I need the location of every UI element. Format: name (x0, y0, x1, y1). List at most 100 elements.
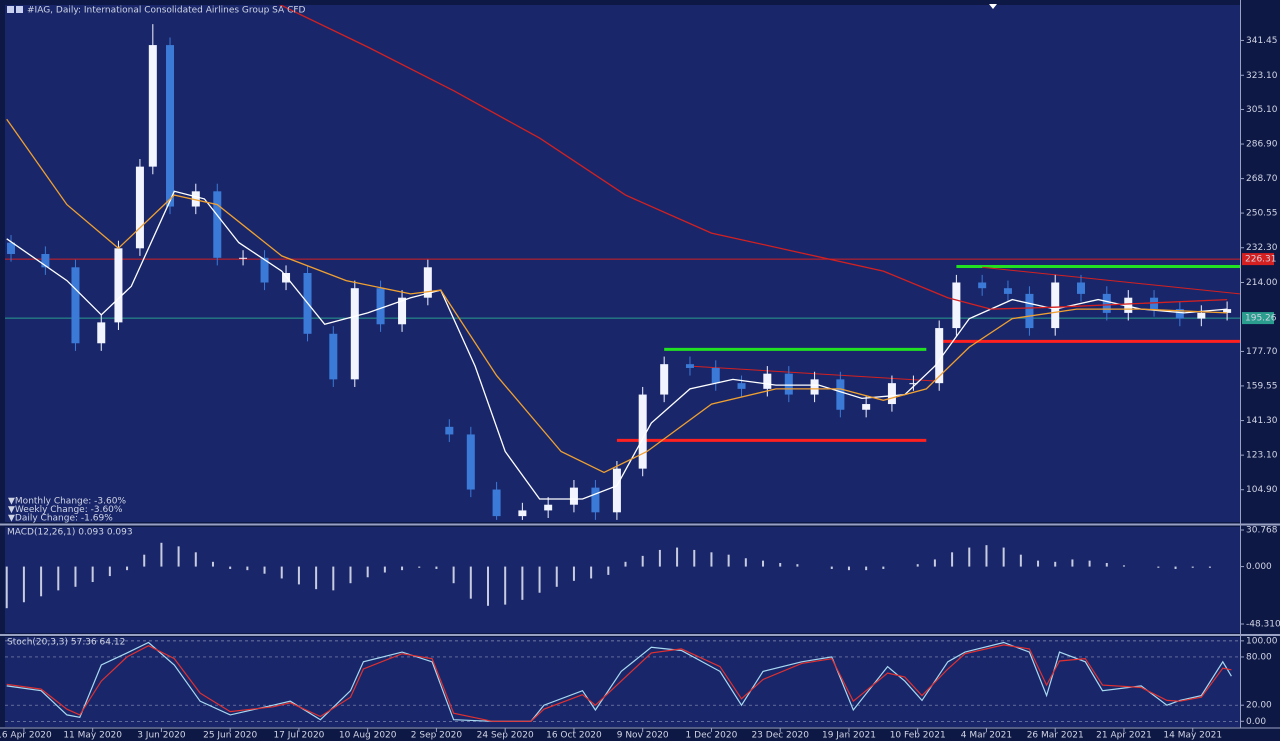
candle-body (935, 328, 944, 384)
candle-body (492, 489, 501, 517)
x-tick-label: 1 Dec 2020 (686, 731, 738, 741)
moving-average (6, 190, 1228, 500)
symbol-icon (16, 6, 23, 13)
stoch-pane (5, 637, 1240, 727)
x-tick-label: 4 Mar 2021 (961, 731, 1012, 741)
candle-body (518, 510, 527, 517)
y-tick-label: 159.55 (1246, 381, 1278, 391)
candle-body (784, 373, 793, 395)
candle-body (1003, 288, 1012, 294)
moving-average (6, 118, 1228, 474)
oscillator-line (6, 641, 1232, 722)
y-tick-label: 20.00 (1246, 701, 1272, 711)
trend-line (982, 266, 1240, 295)
candle-body (260, 257, 269, 283)
y-tick-label: 0.00 (1246, 717, 1266, 727)
oscillator-line (6, 644, 1232, 722)
x-tick-label: 9 Nov 2020 (617, 731, 669, 741)
macd-pane (5, 527, 1240, 633)
candle-body (213, 191, 222, 258)
candle-body (638, 394, 647, 469)
y-tick-label: 141.30 (1246, 416, 1278, 426)
candle-body (952, 282, 961, 329)
indicator-title: Stoch(20,3,3) 57.36 64.12 (7, 638, 125, 648)
x-tick-label: 11 May 2020 (63, 731, 122, 741)
candle-body (887, 383, 896, 405)
candle-body (239, 257, 248, 259)
candle-body (763, 373, 772, 389)
y-tick-label: 177.70 (1246, 347, 1278, 357)
y-tick-label: 232.30 (1246, 243, 1278, 253)
candle-body (544, 504, 553, 511)
candle-body (114, 248, 123, 323)
x-tick-label: 16 Apr 2020 (0, 731, 52, 741)
x-tick-label: 10 Aug 2020 (339, 731, 397, 741)
candle-body (1175, 309, 1184, 319)
candle-body (909, 383, 918, 385)
price-pane (5, 5, 1240, 522)
x-tick-label: 26 Mar 2021 (1027, 731, 1084, 741)
candle-body (685, 364, 694, 368)
candle-body (1102, 293, 1111, 313)
candle-body (1197, 312, 1206, 319)
candle-body (836, 379, 845, 410)
y-tick-label: 100.00 (1246, 636, 1278, 646)
candle-body (1223, 309, 1232, 313)
candle-body (148, 45, 157, 167)
candle-body (166, 45, 175, 207)
x-tick-label: 24 Sep 2020 (477, 731, 534, 741)
change-annotation: ▼Weekly Change: -3.60% (8, 505, 123, 515)
candle-body (445, 426, 454, 435)
y-tick-label: 104.90 (1246, 485, 1278, 495)
shift-marker (989, 4, 997, 9)
symbol-icon (7, 6, 14, 13)
candle-body (737, 383, 746, 389)
y-tick-label: -48.310 (1246, 620, 1280, 630)
candle-body (810, 379, 819, 395)
y-tick-label: 286.90 (1246, 140, 1278, 150)
y-tick-label: 123.10 (1246, 451, 1278, 461)
change-annotation: ▼Monthly Change: -3.60% (8, 497, 126, 507)
y-tick-label: 250.55 (1246, 209, 1278, 219)
x-tick-label: 23 Dec 2020 (751, 731, 809, 741)
candle-body (282, 272, 291, 283)
price-label: 226.31 (1245, 255, 1277, 265)
candle-body (862, 404, 871, 410)
x-tick-label: 17 Jul 2020 (273, 731, 324, 741)
change-annotation: ▼Daily Change: -1.69% (8, 514, 113, 524)
price-label: 195.26 (1245, 314, 1277, 324)
candle-body (466, 434, 475, 490)
price-label-box (1242, 312, 1274, 325)
y-tick-label: 305.10 (1246, 105, 1278, 115)
y-tick-label: 30.768 (1246, 525, 1278, 535)
y-tick-label: 268.70 (1246, 174, 1278, 184)
indicator-title: MACD(12,26,1) 0.093 0.093 (7, 528, 133, 538)
candle-body (97, 322, 106, 344)
candle-body (1077, 282, 1086, 294)
pane-content (5, 640, 1240, 722)
x-tick-label: 3 Jun 2020 (137, 731, 186, 741)
candle-body (612, 468, 621, 513)
y-tick-label: 80.00 (1246, 652, 1272, 662)
candle-body (978, 282, 987, 289)
candle-body (7, 242, 16, 255)
candle-body (660, 364, 669, 395)
candle-body (1025, 293, 1034, 329)
candle-body (398, 297, 407, 325)
candle-body (1124, 297, 1133, 313)
x-tick-label: 19 Jan 2021 (822, 731, 876, 741)
pane-content (5, 542, 1211, 609)
x-tick-label: 14 May 2021 (1163, 731, 1222, 741)
x-tick-label: 21 Apr 2021 (1096, 731, 1152, 741)
pane-content (5, 5, 1240, 520)
candle-body (569, 487, 578, 505)
y-tick-label: 323.10 (1246, 71, 1278, 81)
candle-body (591, 487, 600, 513)
candle-body (191, 191, 200, 207)
price-label-box (1242, 253, 1274, 266)
indicator-title: #IAG, Daily: International Consolidated … (27, 6, 306, 16)
x-tick-label: 2 Sep 2020 (411, 731, 463, 741)
candle-body (350, 288, 359, 380)
candle-body (71, 267, 80, 344)
